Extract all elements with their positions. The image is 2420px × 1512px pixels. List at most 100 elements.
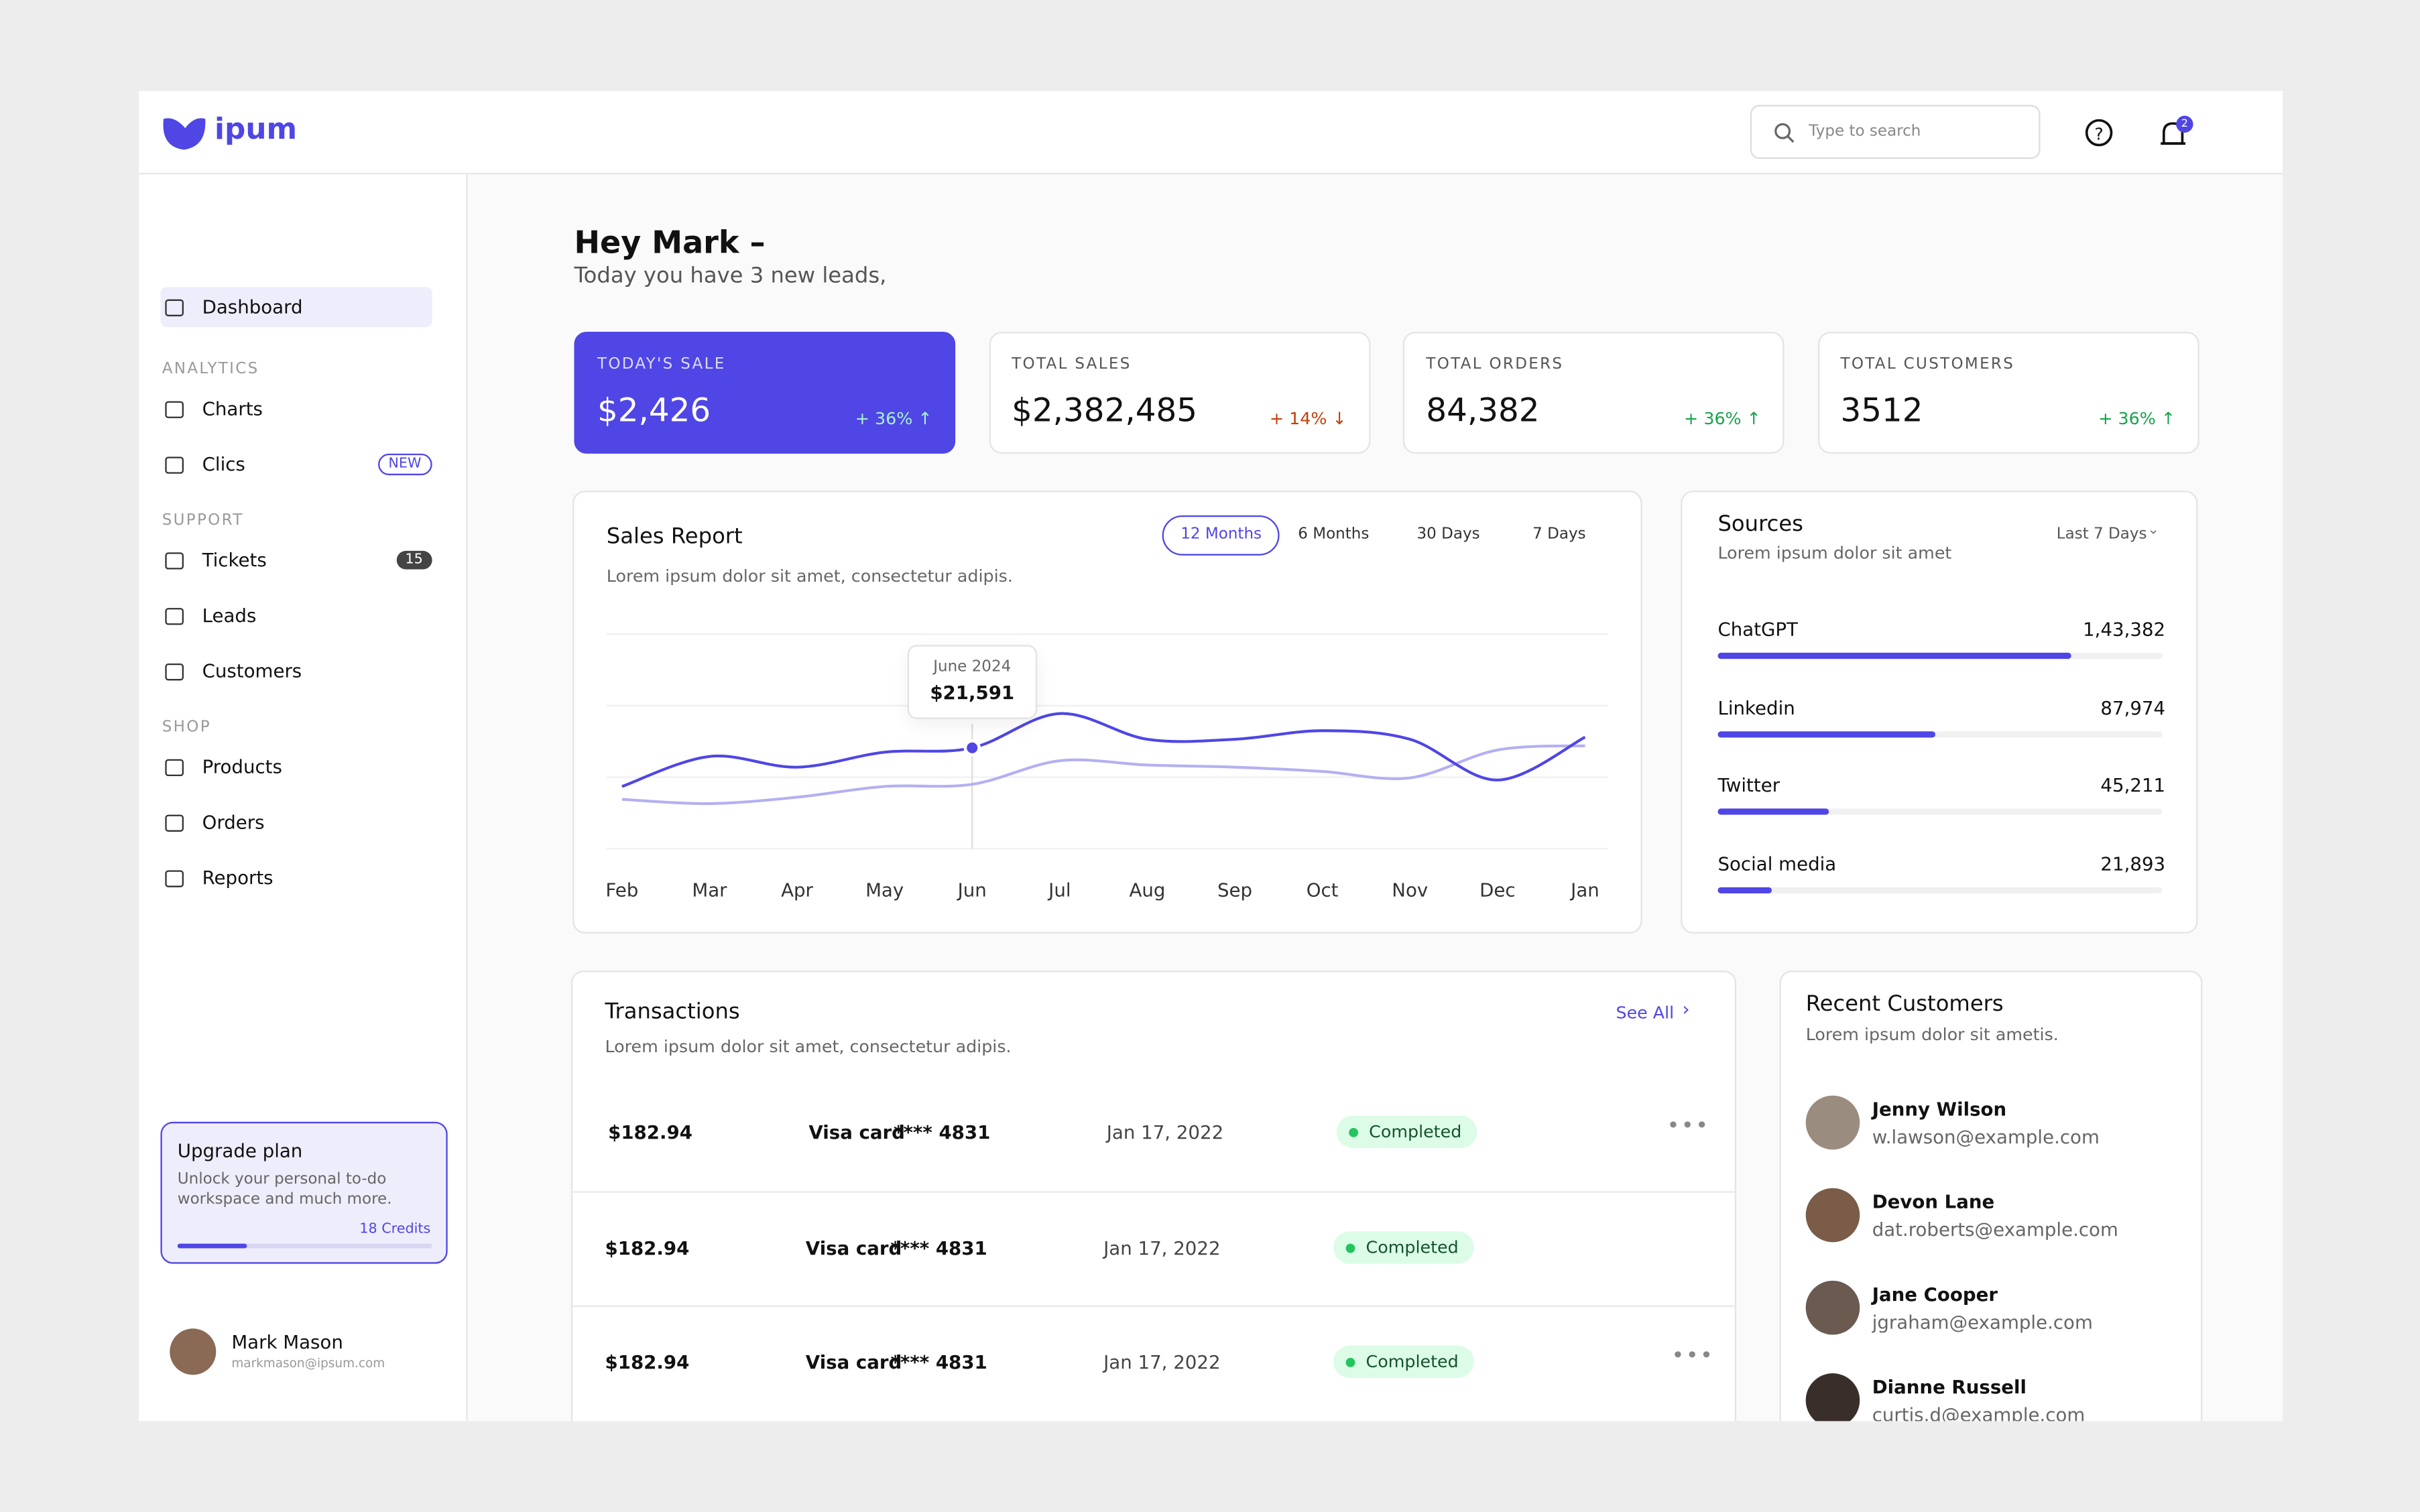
source-value: 45,211 (2100, 774, 2166, 796)
dropdown-arrow: ⌄ (2147, 523, 2159, 539)
tx-method: Visa card (808, 1121, 905, 1144)
x-tick-label: Feb (605, 879, 638, 901)
nav-item[interactable]: Orders (160, 802, 432, 842)
source-track (1717, 731, 2163, 737)
nav-icon (165, 814, 184, 831)
customer-name: Devon Lane (1872, 1191, 1995, 1213)
user-email: markmason@ipsum.com (231, 1356, 385, 1371)
sources-card: Sources Lorem ipsum dolor sit amet Last … (1681, 491, 2198, 934)
nav-item[interactable]: Leads (160, 596, 432, 636)
x-tick-label: Jun (957, 879, 987, 901)
nav-item[interactable]: Customers (160, 651, 432, 692)
x-tick-label: Nov (1392, 879, 1428, 901)
line-series (621, 744, 1585, 806)
tab[interactable]: 6 Months (1298, 526, 1370, 544)
stat-value: 3512 (1840, 391, 1923, 430)
tooltip-value: $21,591 (930, 682, 1015, 704)
help-icon[interactable]: ? (2083, 117, 2114, 148)
see-all[interactable]: See All (1616, 1003, 1675, 1023)
stat-value: 84,382 (1426, 391, 1540, 430)
upgrade-text: Unlock your personal to-do workspace and… (177, 1171, 392, 1208)
nav-badge: 15 (396, 550, 432, 570)
nav-icon (165, 552, 184, 569)
nav-label: Leads (202, 605, 257, 627)
tx-card: **** 4831 (890, 1351, 987, 1374)
row-divider (572, 1190, 1735, 1192)
x-tick-label: Mar (692, 879, 727, 901)
customer-avatar (1805, 1188, 1860, 1243)
customer-email: curtis.d@example.com (1872, 1404, 2085, 1422)
sidebar: Upgrade plan Unlock your personal to-do … (139, 174, 468, 1422)
x-tick-label: Jul (1047, 879, 1071, 901)
row-divider (572, 1305, 1735, 1308)
top-bar: ipum Type to search ? 2 (139, 90, 2283, 175)
customer-email: jgraham@example.com (1872, 1311, 2093, 1334)
rc-title: Recent Customers (1805, 992, 2004, 1017)
nav-icon (165, 662, 184, 680)
tx-method: Visa card (805, 1237, 902, 1259)
source-track (1717, 808, 2163, 815)
source-bar (1717, 808, 1829, 815)
nav-item[interactable]: Tickets 15 (160, 540, 432, 580)
tab[interactable]: 7 Days (1532, 526, 1586, 544)
greeting-title: Hey Mark – (574, 223, 766, 261)
stat-label: TODAY'S SALE (597, 356, 726, 374)
source-bar (1717, 886, 1772, 893)
x-tick-label: Apr (781, 879, 813, 901)
tab[interactable]: 30 Days (1416, 526, 1480, 544)
customer-avatar (1805, 1095, 1860, 1150)
transactions-card: Transactions Lorem ipsum dolor sit amet,… (570, 970, 1737, 1422)
x-tick-label: Sep (1217, 879, 1252, 901)
nav-label: Products (202, 756, 282, 778)
nav-icon (165, 298, 184, 316)
nav-item[interactable]: Dashboard (160, 287, 432, 328)
nav-badge: NEW (377, 453, 432, 476)
stat-change: + 36% ↑ (2098, 409, 2176, 430)
stat-card: TOTAL ORDERS 84,382 + 36% ↑ (1402, 331, 1784, 454)
customer-avatar (1805, 1373, 1860, 1422)
nav-label: Dashboard (202, 296, 303, 318)
tooltip-category: June 2024 (933, 659, 1012, 676)
stat-change: + 36% ↑ (1684, 409, 1761, 430)
greeting-subtitle: Today you have 3 new leads, (574, 263, 887, 289)
x-tick-label: Dec (1479, 879, 1515, 901)
source-bar (1717, 652, 2072, 659)
customer-name: Dianne Russell (1872, 1376, 2026, 1398)
chevron: › (1682, 998, 1690, 1020)
nav-item[interactable]: Clics NEW (160, 444, 432, 485)
stat-label: TOTAL SALES (1012, 356, 1132, 374)
upgrade-card[interactable]: Upgrade plan Unlock your personal to-do … (160, 1121, 448, 1264)
rc-subtitle: Lorem ipsum dolor sit ametis. (1805, 1024, 2059, 1045)
tx-status: Completed (1336, 1115, 1477, 1148)
tx-status: Completed (1333, 1231, 1474, 1263)
user-avatar (170, 1328, 217, 1375)
x-tick-label: Oct (1307, 879, 1339, 901)
source-track (1717, 886, 2163, 893)
nav-label: Tickets (202, 549, 267, 571)
nav-item[interactable]: Reports (160, 858, 432, 898)
upgrade-title: Upgrade plan (177, 1140, 303, 1162)
nav-section: SUPPORT (162, 512, 244, 529)
row-menu[interactable]: ••• (1667, 1114, 1710, 1139)
source-name: Linkedin (1717, 696, 1795, 718)
source-value: 1,43,382 (2083, 619, 2166, 641)
nav-item[interactable]: Charts (160, 389, 432, 429)
sales-report-card: Sales Report Lorem ipsum dolor sit amet,… (572, 491, 1642, 934)
nav-item[interactable]: Products (160, 747, 432, 787)
tx-title: Transactions (605, 999, 740, 1025)
tx-amount: $182.94 (608, 1121, 692, 1144)
row-menu[interactable]: ••• (1671, 1344, 1715, 1369)
tab[interactable]: 12 Months (1162, 515, 1280, 556)
source-bar (1717, 731, 1935, 737)
source-name: Social media (1717, 853, 1837, 875)
sales-subtitle: Lorem ipsum dolor sit amet, consectetur … (606, 566, 1013, 586)
nav-label: Clics (202, 453, 245, 476)
stat-value: $2,382,485 (1012, 391, 1198, 430)
sales-title: Sales Report (606, 524, 743, 550)
search-box[interactable]: Type to search (1750, 105, 2041, 160)
tooltip: June 2024 $21,591 (907, 645, 1037, 719)
brand: ipum (215, 113, 298, 147)
sources-filter[interactable]: Last 7 Days (2056, 526, 2147, 544)
nav-icon (165, 456, 184, 473)
